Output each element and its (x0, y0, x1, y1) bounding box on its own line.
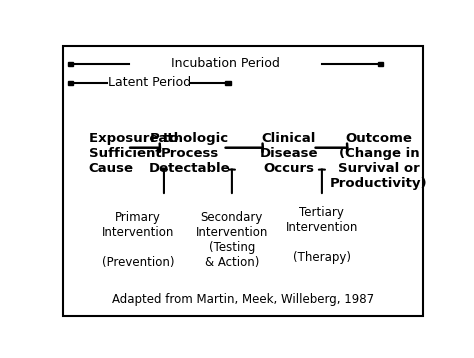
Bar (226, 81, 231, 85)
Text: Exposure to
Sufficient
Cause: Exposure to Sufficient Cause (89, 132, 178, 175)
Text: Pathologic
Process
Detectable: Pathologic Process Detectable (149, 132, 230, 175)
Text: Latent Period: Latent Period (108, 76, 191, 90)
Text: Tertiary
Intervention

(Therapy): Tertiary Intervention (Therapy) (286, 205, 358, 263)
Bar (378, 62, 383, 66)
Text: Primary
Intervention

(Prevention): Primary Intervention (Prevention) (102, 211, 174, 269)
Bar (67, 81, 73, 85)
Text: Incubation Period: Incubation Period (171, 57, 280, 70)
Text: Secondary
Intervention
(Testing
& Action): Secondary Intervention (Testing & Action… (196, 211, 268, 269)
Text: Clinical
Disease
Occurs: Clinical Disease Occurs (260, 132, 318, 175)
Text: Outcome
(Change in
Survival or
Productivity): Outcome (Change in Survival or Productiv… (330, 132, 428, 190)
Bar (67, 62, 73, 66)
Text: Adapted from Martin, Meek, Willeberg, 1987: Adapted from Martin, Meek, Willeberg, 19… (112, 293, 374, 306)
